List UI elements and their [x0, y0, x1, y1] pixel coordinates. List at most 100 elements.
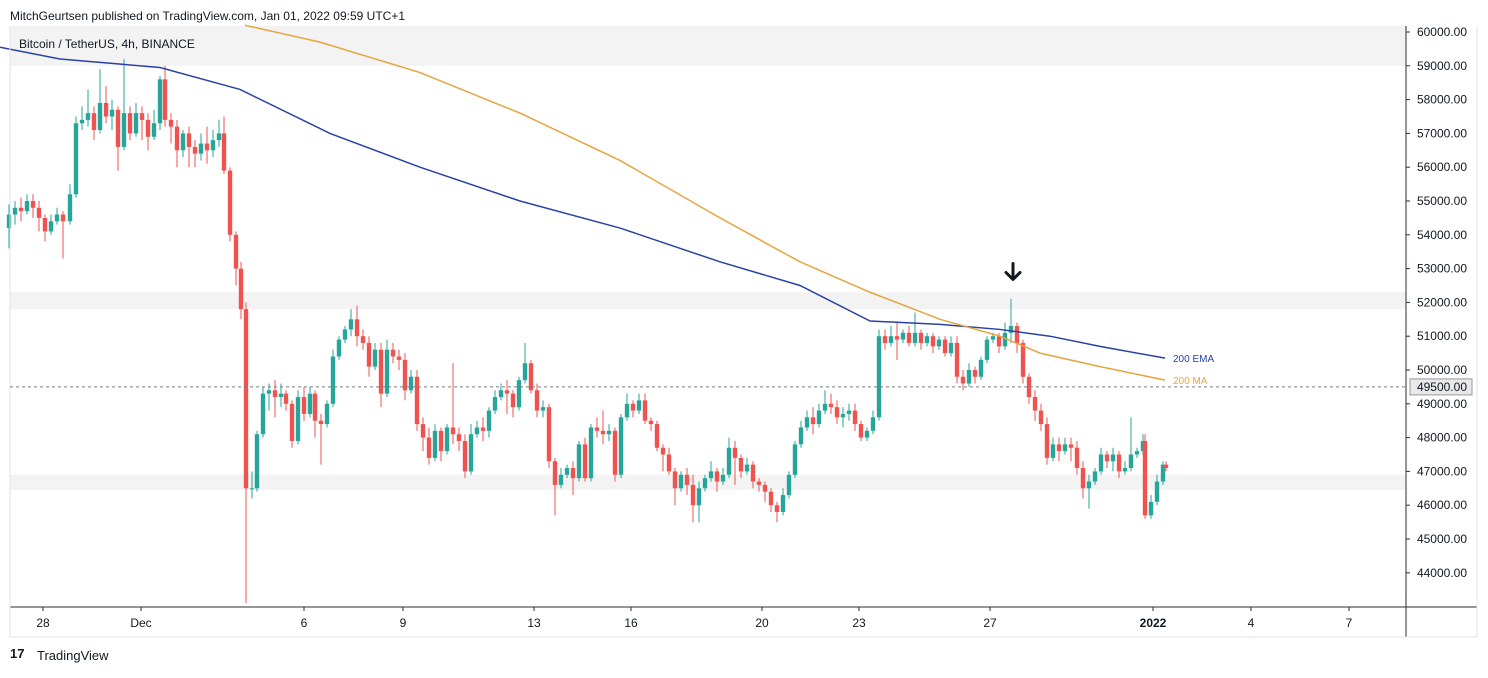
candle-body	[360, 336, 366, 343]
tradingview-logo-icon[interactable]: 17	[10, 646, 32, 664]
candle	[216, 119, 222, 147]
candle	[1032, 390, 1038, 421]
candle	[504, 380, 510, 414]
candle	[558, 468, 564, 489]
candle	[570, 461, 576, 496]
ema-200-label: 200 EMA	[1173, 354, 1214, 365]
candle-body	[168, 119, 174, 127]
candle-body	[1008, 326, 1014, 333]
candle-body	[606, 430, 612, 435]
candle	[342, 326, 348, 343]
candle	[238, 261, 244, 320]
candle-body	[570, 468, 576, 479]
candle	[522, 342, 528, 384]
candle-body	[942, 339, 948, 354]
down-arrow-icon	[1004, 262, 1022, 281]
candle-body	[1098, 454, 1104, 472]
price-tick-label: 50000.00	[1417, 363, 1467, 377]
symbol-title[interactable]: Bitcoin / TetherUS, 4h, BINANCE	[19, 37, 195, 51]
candle	[85, 89, 91, 127]
candle	[780, 488, 786, 516]
candle	[192, 140, 198, 168]
candle	[1008, 299, 1014, 343]
candle-body	[642, 400, 648, 421]
candle-body	[243, 309, 249, 489]
candle-body	[798, 427, 804, 445]
tradingview-brand[interactable]: TradingView	[37, 647, 109, 663]
candle-body	[612, 430, 618, 475]
candle	[360, 329, 366, 350]
ma-200-line	[244, 24, 1166, 381]
candle-body	[804, 417, 810, 428]
candle	[1148, 495, 1154, 519]
candle	[91, 106, 97, 141]
arrow-head	[1004, 271, 1022, 281]
candle-body	[822, 403, 828, 411]
candle-body	[6, 214, 12, 229]
candle	[1142, 434, 1148, 519]
candle	[684, 468, 690, 496]
candle	[97, 69, 103, 134]
candle-body	[1110, 454, 1116, 462]
candle	[894, 322, 900, 360]
candle	[444, 424, 450, 455]
time-tick-label: 16	[624, 616, 638, 630]
annotation-layer	[1004, 262, 1022, 281]
candle	[1122, 461, 1128, 475]
candle-body	[564, 468, 570, 475]
price-tick-label: 60000.00	[1417, 25, 1467, 39]
candle	[888, 326, 894, 347]
candle	[390, 342, 396, 364]
candle	[474, 420, 480, 438]
candle-body	[91, 113, 97, 131]
candle-body	[792, 444, 798, 475]
candle-body	[504, 390, 510, 394]
candle-body	[678, 474, 684, 489]
candle-body	[227, 170, 233, 235]
candle-body	[30, 201, 36, 208]
candle	[546, 403, 552, 469]
price-tick-label: 49000.00	[1417, 397, 1467, 411]
candle	[972, 366, 978, 384]
candle-body	[272, 390, 278, 398]
candle	[918, 329, 924, 350]
candle	[768, 488, 774, 512]
candle	[1110, 447, 1116, 472]
candle-body	[708, 471, 714, 479]
candle-body	[834, 407, 840, 418]
price-tick-label: 59000.00	[1417, 59, 1467, 73]
time-tick-label: 2022	[1140, 616, 1167, 630]
candle-body	[48, 221, 54, 232]
price-tick-label: 48000.00	[1417, 431, 1467, 445]
candle-body	[702, 478, 708, 489]
candle	[810, 407, 816, 435]
ema-200-line	[0, 46, 1166, 359]
candle	[798, 420, 804, 448]
candle-body	[996, 336, 1002, 347]
candle-body	[966, 370, 972, 384]
attribution-text: MitchGeurtsen published on TradingView.c…	[10, 9, 406, 23]
candle	[312, 390, 318, 438]
candle-body	[696, 488, 702, 506]
candle-body	[636, 400, 642, 411]
candle	[864, 427, 870, 441]
candle-body	[816, 410, 822, 425]
candle-body	[1074, 447, 1080, 469]
candle-body	[396, 356, 402, 360]
candle-body	[1116, 454, 1122, 472]
candle	[816, 403, 822, 428]
candle-body	[378, 349, 384, 394]
candle-body	[732, 447, 738, 458]
candle-body	[324, 403, 330, 425]
candle-body	[1080, 468, 1086, 489]
candle	[828, 393, 834, 414]
candle-body	[660, 447, 666, 455]
price-tick-label: 53000.00	[1417, 262, 1467, 276]
candle-body	[852, 410, 858, 425]
candle-body	[336, 339, 342, 357]
candle	[307, 386, 313, 418]
candle	[498, 383, 504, 401]
candle	[492, 390, 498, 414]
